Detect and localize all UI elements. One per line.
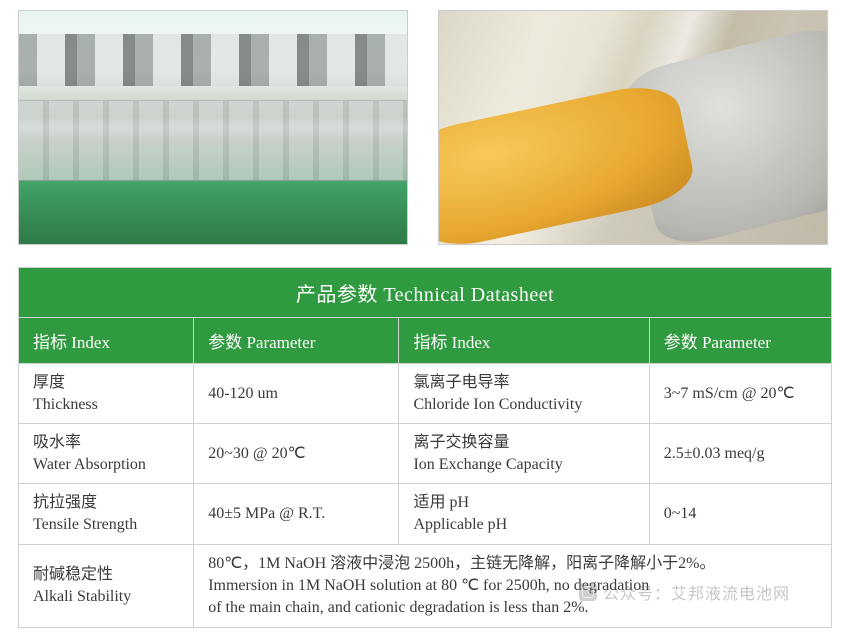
cell-cn: 氯离子电导率 (413, 372, 634, 394)
cell-param: 20~30 @ 20℃ (194, 424, 399, 484)
table-header-row: 指标 Index 参数 Parameter 指标 Index 参数 Parame… (19, 318, 832, 364)
image-production-line (18, 10, 408, 245)
cell-param: 40-120 um (194, 364, 399, 424)
cell-param: 40±5 MPa @ R.T. (194, 484, 399, 544)
cell-cn: 厚度 (33, 372, 179, 394)
cell-en: Chloride Ion Conductivity (413, 394, 634, 416)
cell-index: 耐碱稳定性 Alkali Stability (19, 544, 194, 627)
header-index-1: 指标 Index (19, 318, 194, 364)
cell-alkali-value: 80℃，1M NaOH 溶液中浸泡 2500h，主链无降解，阳离子降解小于2%。… (194, 544, 832, 627)
images-row (18, 10, 832, 245)
cell-en: Ion Exchange Capacity (413, 454, 634, 476)
cell-cn: 适用 pH (413, 492, 634, 514)
cell-index: 吸水率 Water Absorption (19, 424, 194, 484)
cell-index: 离子交换容量 Ion Exchange Capacity (399, 424, 649, 484)
table-row-alkali: 耐碱稳定性 Alkali Stability 80℃，1M NaOH 溶液中浸泡… (19, 544, 832, 627)
cell-en: Tensile Strength (33, 514, 179, 536)
alkali-line3: of the main chain, and cationic degradat… (208, 599, 588, 616)
alkali-line1: 80℃，1M NaOH 溶液中浸泡 2500h，主链无降解，阳离子降解小于2%。 (208, 555, 715, 572)
cell-param: 2.5±0.03 meq/g (649, 424, 831, 484)
table-row: 厚度 Thickness 40-120 um 氯离子电导率 Chloride I… (19, 364, 832, 424)
cell-cn: 抗拉强度 (33, 492, 179, 514)
table-title: 产品参数 Technical Datasheet (19, 268, 832, 318)
header-param-2: 参数 Parameter (649, 318, 831, 364)
table-row: 抗拉强度 Tensile Strength 40±5 MPa @ R.T. 适用… (19, 484, 832, 544)
cell-index: 抗拉强度 Tensile Strength (19, 484, 194, 544)
cell-param: 3~7 mS/cm @ 20℃ (649, 364, 831, 424)
cell-en: Thickness (33, 394, 179, 416)
header-index-2: 指标 Index (399, 318, 649, 364)
cell-param: 0~14 (649, 484, 831, 544)
cell-en: Alkali Stability (33, 586, 179, 608)
table-row: 吸水率 Water Absorption 20~30 @ 20℃ 离子交换容量 … (19, 424, 832, 484)
cell-en: Applicable pH (413, 514, 634, 536)
cell-index: 氯离子电导率 Chloride Ion Conductivity (399, 364, 649, 424)
table-title-row: 产品参数 Technical Datasheet (19, 268, 832, 318)
cell-index: 适用 pH Applicable pH (399, 484, 649, 544)
cell-cn: 离子交换容量 (413, 432, 634, 454)
image-film-roll (438, 10, 828, 245)
cell-cn: 耐碱稳定性 (33, 564, 179, 586)
technical-datasheet-table: 产品参数 Technical Datasheet 指标 Index 参数 Par… (18, 267, 832, 628)
cell-index: 厚度 Thickness (19, 364, 194, 424)
alkali-line2: Immersion in 1M NaOH solution at 80 ℃ fo… (208, 577, 649, 594)
header-param-1: 参数 Parameter (194, 318, 399, 364)
cell-en: Water Absorption (33, 454, 179, 476)
cell-cn: 吸水率 (33, 432, 179, 454)
